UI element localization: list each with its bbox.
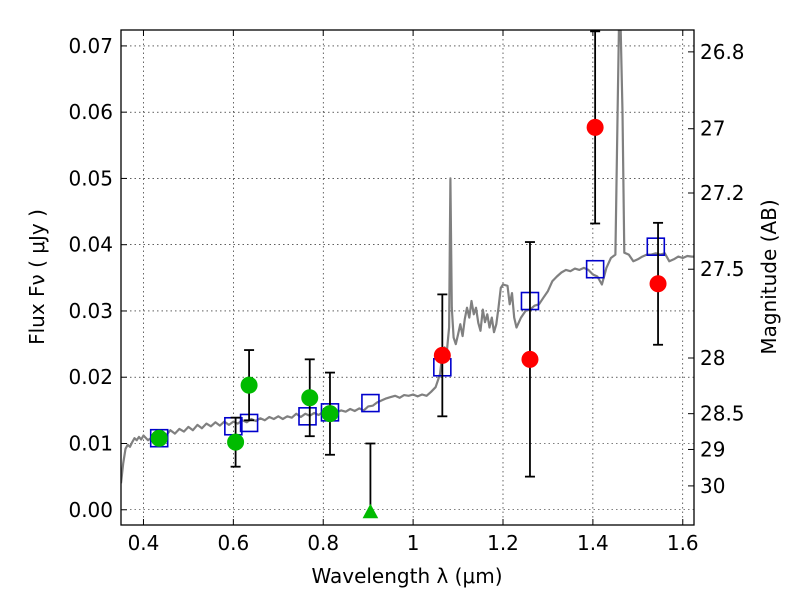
x-tick-label: 1.4 [577, 531, 609, 555]
x-tick-label: 0.4 [128, 531, 160, 555]
measured-flux-point [586, 118, 604, 136]
plot-area [121, 30, 694, 519]
right-axis-label: Magnitude (AB) [757, 199, 781, 354]
measured-flux-point [227, 433, 245, 451]
x-tick-label: 1 [407, 531, 420, 555]
y-tick-label: 0.07 [68, 34, 113, 58]
upper-limit-triangle [362, 503, 379, 519]
measured-flux-point [240, 376, 258, 394]
right-tick-label: 28 [700, 346, 725, 370]
measured-flux-point [150, 429, 168, 447]
model-photometry-square [585, 259, 605, 279]
model-spectrum-line [121, 30, 694, 484]
x-tick-label: 0.6 [217, 531, 249, 555]
right-tick-label: 27.2 [700, 181, 745, 205]
right-tick-label: 26.8 [700, 40, 745, 64]
y-tick-label: 0.00 [68, 498, 113, 522]
measured-flux-point [433, 346, 451, 364]
model-photometry-square [646, 237, 666, 256]
y-tick-label: 0.02 [68, 365, 113, 389]
measured-flux-point [649, 275, 667, 293]
y-tick-label: 0.01 [68, 431, 113, 455]
right-tick-label: 27 [700, 117, 725, 141]
x-tick-label: 1.6 [667, 531, 699, 555]
y-tick-label: 0.06 [68, 100, 113, 124]
y-tick-label: 0.03 [68, 299, 113, 323]
measured-flux-point [521, 350, 539, 368]
x-tick-label: 1.2 [487, 531, 519, 555]
y-tick-label: 0.04 [68, 233, 113, 257]
measured-flux-point [321, 405, 339, 423]
right-tick-label: 30 [700, 474, 725, 498]
grid [121, 30, 694, 525]
y-ticks: 0.00 0.01 0.02 0.03 0.04 0.05 0.06 0.07 [68, 34, 127, 522]
right-tick-label: 27.5 [700, 257, 745, 281]
x-tick-label: 0.8 [307, 531, 339, 555]
right-ticks: 26.8 27 27.2 27.5 28 28.5 29 30 [688, 40, 745, 498]
model-photometry-square [361, 393, 380, 413]
right-tick-label: 28.5 [700, 402, 745, 426]
x-ticks: 0.4 0.6 0.8 1 1.2 1.4 1.6 [128, 30, 699, 555]
y-axis-label: Flux Fν ( μJy ) [25, 209, 49, 345]
measured-flux-point [301, 389, 319, 407]
plot-frame [120, 29, 695, 526]
model-photometry-square [298, 407, 317, 426]
x-axis-label: Wavelength λ (μm) [311, 564, 502, 588]
y-tick-label: 0.05 [68, 166, 113, 190]
right-tick-label: 29 [700, 437, 725, 461]
